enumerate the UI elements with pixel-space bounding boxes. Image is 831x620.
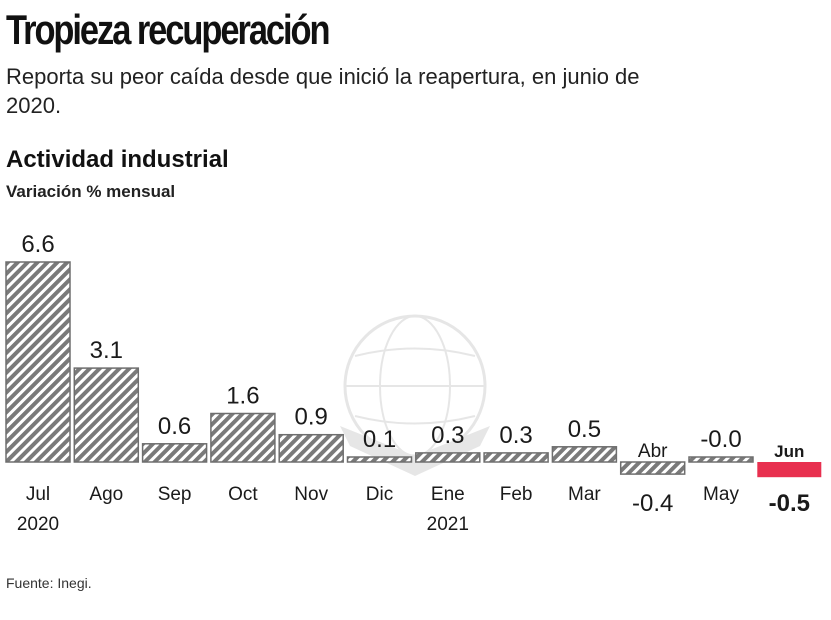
value-label-jun: -0.5 <box>769 490 810 517</box>
category-label-oct: Oct <box>228 484 258 505</box>
section-title: Actividad industrial <box>6 146 229 173</box>
source-note: Fuente: Inegi. <box>6 575 92 591</box>
value-label-ene: 0.3 <box>431 422 464 449</box>
chart-title: Tropieza recuperación <box>6 6 331 53</box>
value-label-ago: 3.1 <box>90 337 123 364</box>
bar-sep <box>141 443 208 463</box>
value-label-nov: 0.9 <box>295 404 328 431</box>
category-label-dic: Dic <box>366 484 393 505</box>
value-label-jul: 6.6 <box>21 231 54 258</box>
bar-ago <box>73 367 140 463</box>
bar-dic <box>346 456 413 463</box>
bar-feb <box>483 452 549 463</box>
category-label-jul: Jul <box>26 484 50 505</box>
value-label-abr: -0.4 <box>632 490 673 517</box>
bar-oct <box>210 412 276 463</box>
category-label-sep: Sep <box>158 484 192 505</box>
watermark-emblem <box>340 314 490 476</box>
category-label-abr: Abr <box>638 441 668 462</box>
bar-ene <box>415 452 481 463</box>
value-label-mar: 0.5 <box>568 416 601 443</box>
chart-subtitle: Reporta su peor caída desde que inició l… <box>6 64 640 118</box>
category-label-mar: Mar <box>568 484 601 505</box>
bar-abr <box>619 461 686 475</box>
value-label-may: -0.0 <box>700 426 741 453</box>
value-label-dic: 0.1 <box>363 426 396 453</box>
bar-may <box>688 456 754 463</box>
value-label-oct: 1.6 <box>226 383 259 410</box>
bar-nov <box>278 433 344 463</box>
bar-jun <box>757 462 822 478</box>
year-label-2020: 2020 <box>17 514 59 535</box>
year-label-2021: 2021 <box>427 514 469 535</box>
category-label-ene: Ene <box>431 484 465 505</box>
category-label-jun: Jun <box>774 442 804 461</box>
category-label-feb: Feb <box>500 484 533 505</box>
value-label-feb: 0.3 <box>499 422 532 449</box>
category-label-may: May <box>703 484 739 505</box>
category-label-ago: Ago <box>89 484 123 505</box>
category-label-nov: Nov <box>294 484 328 505</box>
value-label-sep: 0.6 <box>158 413 191 440</box>
bar-jul <box>5 261 71 463</box>
unit-label: Variación % mensual <box>6 182 176 201</box>
bar-mar <box>551 446 618 463</box>
